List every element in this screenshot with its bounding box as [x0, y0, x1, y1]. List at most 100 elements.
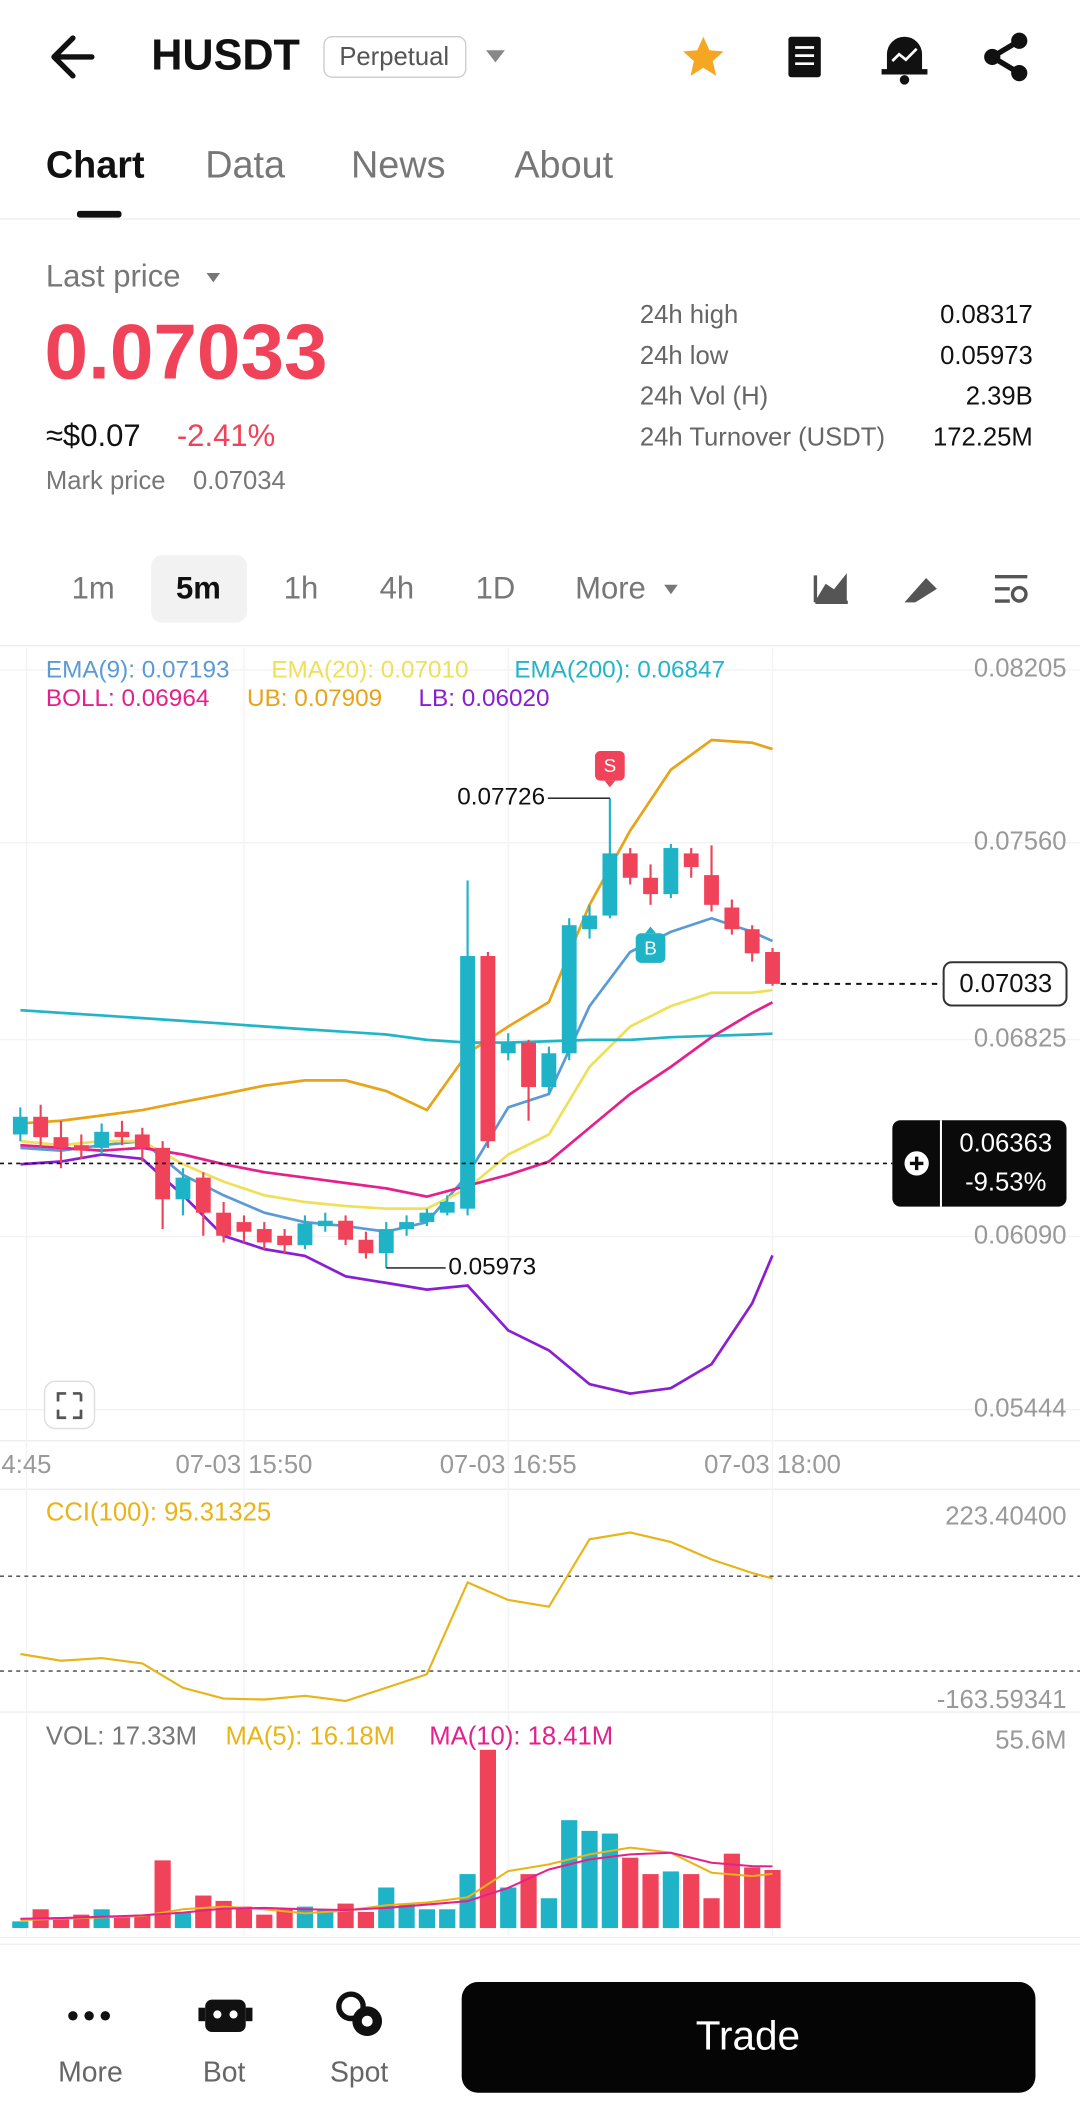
usd-price: ≈$0.07	[46, 418, 141, 453]
symbol: HUSDT	[151, 32, 300, 80]
candle-body	[439, 1201, 455, 1213]
volume-legend: VOL: 17.33M	[46, 1722, 197, 1750]
symbol-dropdown[interactable]	[486, 50, 505, 63]
candle-body	[277, 1235, 293, 1246]
candle-body	[94, 1131, 110, 1148]
chart-type-icon[interactable]	[813, 573, 848, 605]
chart-area: 0.08205 0.07560 0.06825 0.06090 0.05444 4:45 0…	[0, 648, 1080, 1939]
nav-spot[interactable]: Spot	[330, 1991, 388, 2088]
alert-bell	[886, 36, 923, 71]
y-tick-label: 0.06825	[974, 1024, 1067, 1052]
y-tick-label: 55.6M	[995, 1727, 1066, 1755]
share-icon[interactable]	[984, 32, 1028, 82]
candle-body	[399, 1222, 415, 1230]
mark-price: 0.07034	[193, 467, 286, 495]
candle-body	[460, 956, 476, 1209]
nav-more[interactable]: More	[58, 2011, 123, 2088]
stat-value: 172.25M	[933, 424, 1033, 452]
volume-bar	[317, 1909, 334, 1929]
favorite-star[interactable]	[683, 36, 724, 76]
candle-body	[643, 877, 658, 895]
position-add-plus	[909, 1156, 924, 1171]
volume-bar	[12, 1921, 29, 1929]
signal-label: B	[644, 938, 657, 959]
volume-bar	[337, 1903, 354, 1929]
cci-line	[20, 1531, 773, 1703]
volume-bar	[398, 1903, 415, 1929]
stat-label: 24h low	[640, 342, 729, 370]
interval[interactable]: 1h	[284, 570, 319, 605]
signal-label: S	[604, 756, 617, 777]
position-change: -9.53%	[965, 1168, 1046, 1196]
tab[interactable]: Data	[205, 145, 286, 187]
indicator-legend: UB: 0.07909	[247, 685, 382, 712]
interval-active[interactable]: 5m	[176, 570, 221, 605]
trade-button[interactable]	[461, 1982, 1036, 2093]
indicator-line	[20, 1153, 774, 1395]
tab-active[interactable]: Chart	[46, 145, 145, 187]
y-tick-label: 0.08205	[974, 655, 1067, 683]
nav-bot[interactable]: Bot	[198, 1999, 253, 2089]
candle-body	[317, 1220, 333, 1227]
tab-indicator	[76, 210, 122, 218]
stat-label: 24h Turnover (USDT)	[640, 424, 885, 452]
volume-bar	[439, 1909, 456, 1929]
candle-body	[175, 1177, 191, 1200]
stat-value: 0.05973	[940, 342, 1033, 370]
last-price-label[interactable]: Last price	[46, 259, 181, 294]
interval[interactable]: 1m	[72, 570, 115, 605]
dot	[68, 2011, 78, 2021]
volume-bar	[744, 1867, 761, 1929]
x-tick-label: 07-03 18:00	[704, 1451, 841, 1479]
back-button[interactable]	[51, 35, 95, 79]
volume-bar	[154, 1860, 171, 1929]
indicator-legend: EMA(200): 0.06847	[514, 657, 725, 684]
stats: 24h high 0.08317 24h low 0.05973 24h Vol (H)…	[640, 301, 1033, 452]
volume-bar	[256, 1914, 273, 1929]
interval-more[interactable]: More	[575, 570, 646, 605]
volume-bar	[113, 1917, 131, 1929]
candle-body	[704, 875, 719, 905]
volume-bar	[276, 1909, 293, 1929]
nav-label: Spot	[330, 2056, 388, 2088]
candle-body	[541, 1053, 557, 1088]
badge: Perpetual	[339, 43, 449, 71]
interval[interactable]: 1D	[476, 570, 516, 605]
signal-marker	[595, 750, 625, 781]
volume-bar	[622, 1857, 639, 1929]
tab[interactable]: About	[514, 145, 613, 187]
tab[interactable]: News	[351, 145, 446, 187]
alert-icon[interactable]	[881, 36, 928, 85]
stat-value: 0.08317	[940, 301, 1033, 329]
draw-tool-icon[interactable]	[904, 578, 937, 603]
orders-icon[interactable]	[788, 36, 821, 78]
cci-legend: CCI(100): 95.31325	[46, 1498, 271, 1526]
y-tick-label: 0.05444	[974, 1394, 1067, 1422]
stat-label: 24h high	[640, 301, 738, 329]
candle-body	[765, 951, 780, 984]
volume-bar	[215, 1900, 232, 1929]
ma-legend: MA(10): 18.41M	[429, 1722, 613, 1750]
candle-body	[73, 1145, 89, 1151]
volume-bar	[642, 1874, 659, 1929]
settings-icon-lines[interactable]	[994, 575, 1028, 603]
fullscreen-icon	[56, 1392, 83, 1420]
stat-label: 24h Vol (H)	[640, 383, 768, 411]
nav-label: More	[58, 2056, 123, 2088]
volume-bar	[479, 1749, 497, 1929]
indicator-legend: EMA(9): 0.07193	[46, 657, 230, 684]
badge-box	[323, 36, 467, 78]
last-price-value: 0.07033	[959, 970, 1052, 998]
bot-eye	[213, 2010, 222, 2019]
volume-bar	[195, 1895, 212, 1929]
interval[interactable]: 4h	[380, 570, 415, 605]
bot-icon	[205, 1999, 246, 2032]
fullscreen-button[interactable]	[43, 1380, 96, 1430]
candle-body	[12, 1116, 28, 1135]
bot-eye	[229, 2010, 238, 2019]
y-tick-label: 0.06090	[974, 1221, 1067, 1249]
ma-line	[20, 1851, 773, 1920]
share-node	[984, 48, 1001, 66]
